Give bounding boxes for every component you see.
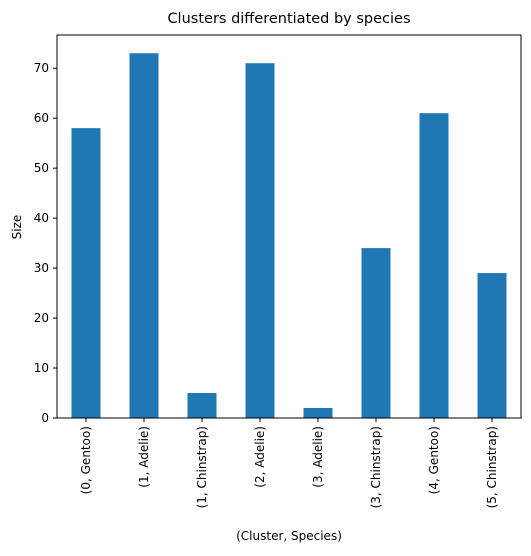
y-axis: 0 10 20 30 40 50 60 70	[34, 61, 57, 425]
y-tick-label: 30	[34, 261, 49, 275]
x-tick-label: (3, Adelie)	[311, 426, 325, 488]
bar	[361, 248, 391, 418]
x-tick-label: (2, Adelie)	[253, 426, 267, 488]
bar	[129, 53, 159, 419]
y-axis-label: Size	[10, 215, 24, 240]
x-axis-label: (Cluster, Species)	[236, 529, 342, 543]
y-tick-label: 70	[34, 61, 49, 75]
x-tick-label: (1, Chinstrap)	[195, 426, 209, 508]
y-tick-label: 60	[34, 111, 49, 125]
plot-frame	[56, 34, 522, 419]
bar	[303, 408, 333, 418]
x-tick-label: (1, Adelie)	[137, 426, 151, 488]
bar	[477, 273, 507, 418]
bar	[71, 128, 101, 418]
y-tick-label: 0	[41, 411, 49, 425]
x-tick-label: (3, Chinstrap)	[369, 426, 383, 508]
chart-title: Clusters differentiated by species	[167, 11, 410, 27]
bar	[245, 63, 275, 418]
y-tick-label: 10	[34, 361, 49, 375]
y-tick-label: 50	[34, 161, 49, 175]
x-tick-label: (4, Gentoo)	[427, 426, 441, 494]
x-tick-label: (5, Chinstrap)	[485, 426, 499, 508]
x-tick-label: (0, Gentoo)	[79, 426, 93, 494]
y-tick-label: 20	[34, 311, 49, 325]
bar	[187, 393, 217, 418]
x-axis: (0, Gentoo) (1, Adelie) (1, Chinstrap) (2, …	[79, 418, 499, 508]
bars-group	[71, 53, 507, 419]
bar	[419, 113, 449, 418]
y-tick-label: 40	[34, 211, 49, 225]
